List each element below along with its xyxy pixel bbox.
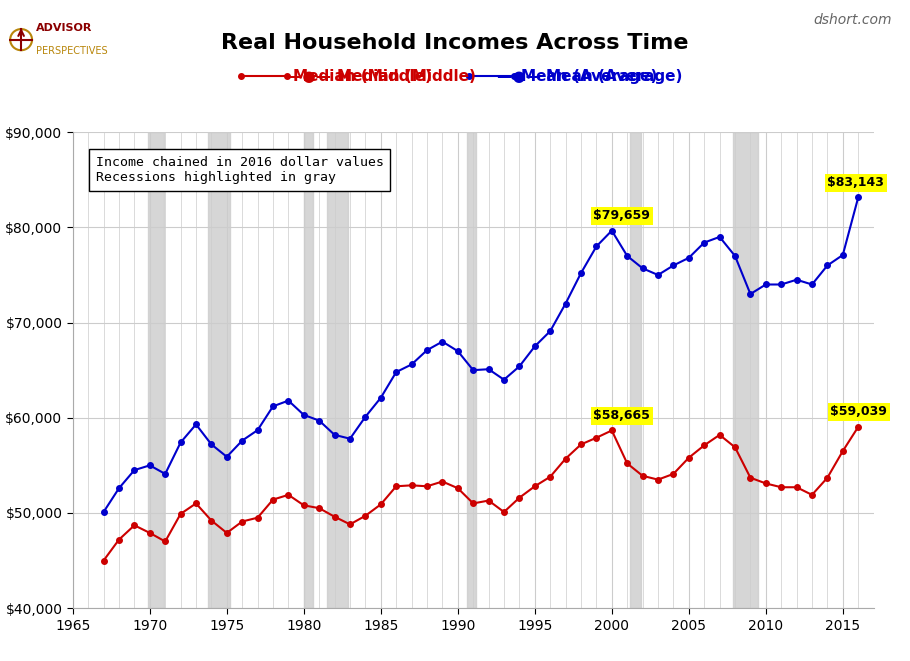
Text: $79,659: $79,659 xyxy=(593,210,650,222)
Bar xyxy=(327,132,349,608)
Bar xyxy=(631,132,641,608)
Text: dshort.com: dshort.com xyxy=(814,13,892,27)
Text: Real Household Incomes Across Time: Real Household Incomes Across Time xyxy=(221,33,689,53)
Bar xyxy=(208,132,230,608)
Bar xyxy=(467,132,476,608)
Text: —●—: —●— xyxy=(497,69,546,83)
Bar xyxy=(733,132,758,608)
Text: $58,665: $58,665 xyxy=(593,409,650,422)
Text: Median (Middle): Median (Middle) xyxy=(337,69,476,83)
Text: Mean (Average): Mean (Average) xyxy=(546,69,682,83)
Text: $83,143: $83,143 xyxy=(827,176,885,189)
Text: Median (Middle): Median (Middle) xyxy=(293,69,432,83)
Bar xyxy=(148,132,164,608)
Text: PERSPECTIVES: PERSPECTIVES xyxy=(36,46,108,56)
Text: $59,039: $59,039 xyxy=(831,405,887,418)
Text: Income chained in 2016 dollar values
Recessions highlighted in gray: Income chained in 2016 dollar values Rec… xyxy=(96,156,384,184)
Text: —●—: —●— xyxy=(288,69,337,83)
Bar xyxy=(304,132,313,608)
Text: Mean (Average): Mean (Average) xyxy=(521,69,657,83)
Text: ADVISOR: ADVISOR xyxy=(36,23,93,33)
